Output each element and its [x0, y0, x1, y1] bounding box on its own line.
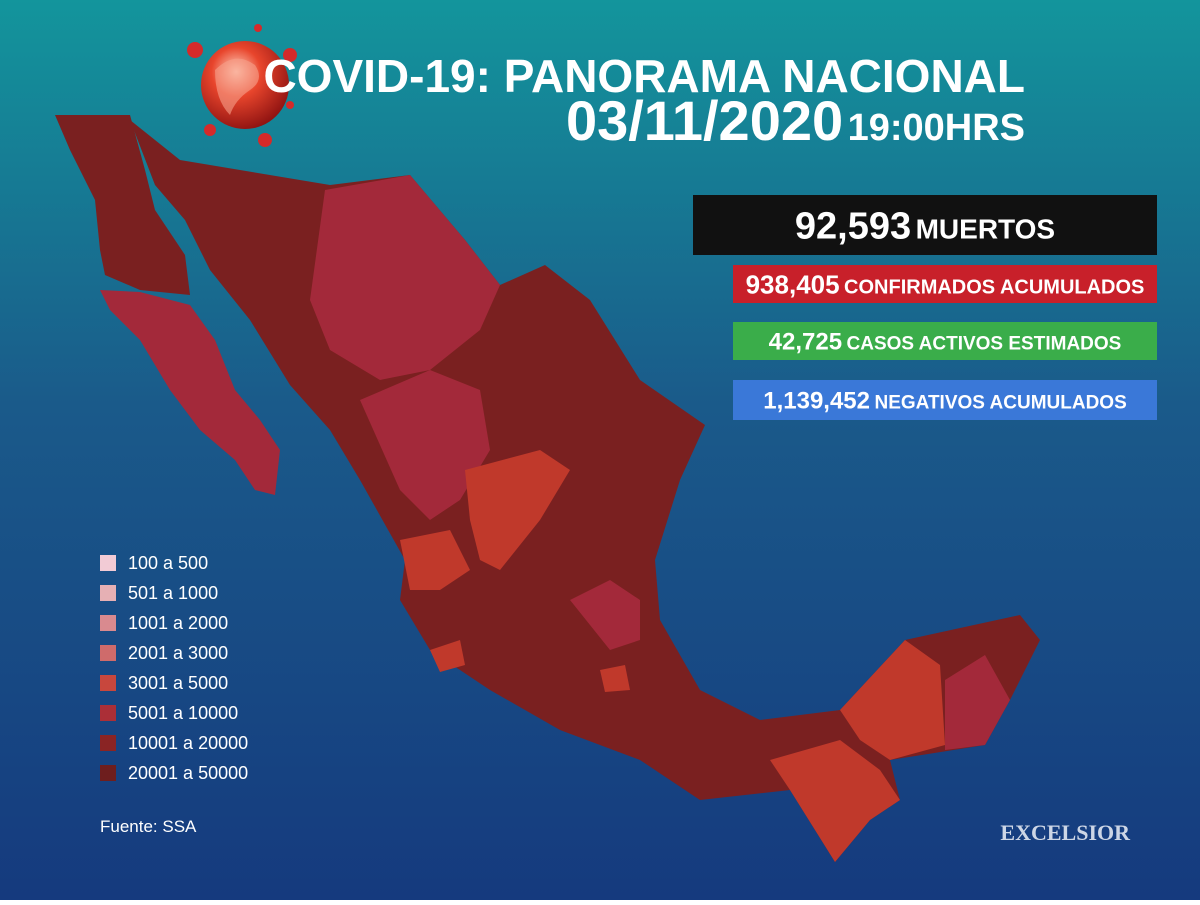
legend-label: 100 a 500 — [128, 553, 208, 573]
date: 03/11/2020 — [566, 89, 843, 152]
legend-swatch — [100, 735, 116, 751]
legend-swatch — [100, 705, 116, 721]
stat-text: 92,593 MUERTOS — [795, 206, 1055, 248]
legend-label: 1001 a 2000 — [128, 613, 228, 633]
legend-label: 2001 a 3000 — [128, 643, 228, 663]
stat-box — [733, 265, 1157, 303]
stat-label: CONFIRMADOS ACUMULADOS — [844, 276, 1144, 298]
stat-number: 938,405 — [746, 269, 840, 299]
stat-number: 42,725 — [769, 329, 842, 356]
legend-swatch — [100, 765, 116, 781]
stat-number: 92,593 — [795, 206, 911, 248]
stat-text: 42,725 CASOS ACTIVOS ESTIMADOS — [769, 329, 1122, 356]
source: Fuente: SSA — [100, 817, 197, 836]
map — [55, 115, 1040, 862]
legend-swatch — [100, 675, 116, 691]
stat-label: CASOS ACTIVOS ESTIMADOS — [847, 334, 1122, 355]
stat-box — [733, 322, 1157, 360]
stat-number: 1,139,452 — [763, 388, 870, 415]
globe-icon — [187, 24, 297, 147]
legend-swatch — [100, 585, 116, 601]
stat-text: 938,405 CONFIRMADOS ACUMULADOS — [746, 269, 1145, 299]
legend-swatch — [100, 615, 116, 631]
legend-label: 3001 a 5000 — [128, 673, 228, 693]
legend-label: 5001 a 10000 — [128, 703, 238, 723]
brand: EXCELSIOR — [1000, 820, 1131, 845]
stat-box — [693, 195, 1157, 255]
legend-swatch — [100, 645, 116, 661]
title: COVID-19: PANORAMA NACIONAL — [263, 50, 1025, 102]
legend: 100 a 500 501 a 1000 1001 a 2000 2001 a 300… — [100, 553, 248, 783]
stat-text: 1,139,452 NEGATIVOS ACUMULADOS — [763, 388, 1127, 415]
stat-box — [733, 380, 1157, 420]
stats-panel: 92,593 MUERTOS 938,405 CONFIRMADOS ACUMUL… — [693, 195, 1157, 420]
legend-swatch — [100, 555, 116, 571]
legend-label: 501 a 1000 — [128, 583, 218, 603]
time: 19:00HRS — [848, 107, 1025, 149]
legend-label: 10001 a 20000 — [128, 733, 248, 753]
stat-label: NEGATIVOS ACUMULADOS — [874, 393, 1126, 414]
legend-label: 20001 a 50000 — [128, 763, 248, 783]
date-line: 03/11/2020 19:00HRS — [566, 89, 1025, 152]
stat-label: MUERTOS — [916, 214, 1056, 245]
